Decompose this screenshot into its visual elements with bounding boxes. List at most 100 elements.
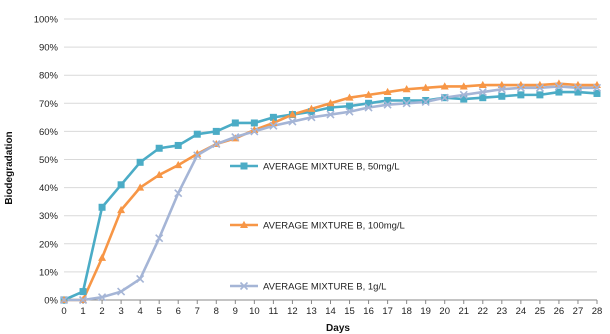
data-point bbox=[383, 100, 392, 109]
data-point bbox=[212, 127, 220, 135]
x-tick-label: 25 bbox=[535, 306, 546, 317]
y-tick-label: 70% bbox=[39, 99, 59, 110]
data-point bbox=[593, 89, 601, 97]
data-point bbox=[364, 103, 373, 112]
data-point bbox=[250, 125, 259, 133]
x-tick-label: 18 bbox=[401, 306, 412, 317]
data-point bbox=[193, 151, 202, 160]
data-point bbox=[117, 205, 126, 214]
data-point bbox=[250, 127, 259, 136]
data-point bbox=[79, 288, 87, 296]
data-point bbox=[384, 96, 392, 104]
data-point bbox=[136, 183, 145, 191]
series-line bbox=[64, 85, 597, 302]
data-point bbox=[288, 117, 297, 126]
data-point bbox=[269, 113, 277, 121]
x-tick-label: 14 bbox=[325, 306, 336, 317]
x-tick-label: 21 bbox=[458, 306, 469, 317]
data-point bbox=[421, 83, 430, 91]
y-tick-label: 80% bbox=[39, 71, 59, 82]
data-point bbox=[326, 110, 335, 119]
data-point bbox=[554, 82, 563, 91]
data-point bbox=[288, 110, 297, 118]
legend-marker bbox=[240, 220, 248, 228]
x-tick-label: 2 bbox=[99, 306, 104, 317]
data-point bbox=[497, 85, 506, 94]
data-point bbox=[155, 170, 164, 178]
y-tick-label: 10% bbox=[39, 267, 59, 278]
y-tick-label: 90% bbox=[39, 43, 59, 54]
y-tick-label: 40% bbox=[39, 183, 59, 194]
data-point bbox=[98, 253, 107, 261]
x-tick-label: 11 bbox=[268, 306, 278, 317]
x-tick-label: 4 bbox=[137, 306, 142, 317]
data-point bbox=[517, 91, 525, 99]
x-tick-label: 6 bbox=[176, 306, 181, 317]
data-point bbox=[536, 91, 544, 99]
x-tick-label: 15 bbox=[344, 306, 355, 317]
gridlines bbox=[64, 18, 597, 273]
data-point bbox=[365, 99, 373, 107]
data-point bbox=[402, 85, 411, 93]
x-axis-title: Days bbox=[326, 323, 350, 334]
x-tick-label: 1 bbox=[80, 306, 85, 317]
data-point bbox=[155, 234, 164, 243]
y-tick-label: 0% bbox=[44, 296, 58, 307]
data-point bbox=[250, 119, 258, 127]
data-point bbox=[193, 130, 201, 138]
x-tick-label: 26 bbox=[554, 306, 565, 317]
data-point bbox=[364, 90, 373, 98]
x-tick-label: 20 bbox=[439, 306, 450, 317]
data-point bbox=[117, 287, 126, 296]
data-point bbox=[98, 293, 107, 302]
series-markers bbox=[59, 79, 602, 305]
data-point bbox=[460, 95, 468, 103]
data-point bbox=[573, 83, 583, 92]
data-point bbox=[193, 149, 202, 157]
x-tick-label: 22 bbox=[477, 306, 488, 317]
legend-label: AVERAGE MIXTURE B, 50mg/L bbox=[263, 162, 400, 173]
x-tick-label: 28 bbox=[592, 306, 603, 317]
x-tick-label: 9 bbox=[233, 306, 238, 317]
legend-marker bbox=[240, 162, 248, 170]
data-point bbox=[516, 83, 525, 92]
legend-item: AVERAGE MIXTURE B, 1g/L bbox=[230, 282, 386, 293]
x-tick-label: 24 bbox=[516, 306, 527, 317]
data-point bbox=[478, 87, 487, 97]
legend-label: AVERAGE MIXTURE B, 100mg/L bbox=[263, 221, 405, 232]
data-point bbox=[59, 295, 69, 305]
data-point bbox=[269, 121, 278, 130]
data-point bbox=[535, 83, 544, 92]
legend: AVERAGE MIXTURE B, 50mg/L AVERAGE MIXTURE… bbox=[230, 162, 405, 293]
data-point bbox=[174, 189, 183, 198]
legend-item: AVERAGE MIXTURE B, 50mg/L bbox=[230, 162, 400, 173]
data-point bbox=[345, 107, 354, 116]
data-point bbox=[345, 93, 354, 101]
x-tick-label: 27 bbox=[573, 306, 584, 317]
data-point bbox=[155, 144, 163, 152]
data-point bbox=[212, 139, 221, 149]
data-point bbox=[346, 102, 354, 110]
legend-marker bbox=[239, 281, 249, 291]
data-point bbox=[440, 93, 449, 102]
data-point bbox=[440, 82, 449, 90]
y-axis-title: Biodegradation bbox=[4, 131, 15, 204]
data-point bbox=[383, 87, 392, 96]
x-tick-label: 8 bbox=[214, 306, 219, 317]
data-point bbox=[574, 88, 582, 96]
data-point bbox=[117, 181, 125, 189]
x-tick-label: 3 bbox=[118, 306, 123, 317]
data-point bbox=[327, 104, 334, 112]
legend-label: AVERAGE MIXTURE B, 1g/L bbox=[263, 282, 386, 293]
data-point bbox=[555, 88, 563, 96]
data-point bbox=[136, 158, 144, 166]
data-point bbox=[421, 97, 430, 106]
y-tick-label: 20% bbox=[39, 239, 59, 250]
x-tick-label: 10 bbox=[249, 306, 260, 317]
data-point bbox=[459, 90, 468, 99]
data-point bbox=[459, 82, 468, 90]
x-tick-label: 16 bbox=[363, 306, 374, 317]
data-point bbox=[402, 99, 411, 108]
y-tick-label: 60% bbox=[39, 127, 59, 138]
